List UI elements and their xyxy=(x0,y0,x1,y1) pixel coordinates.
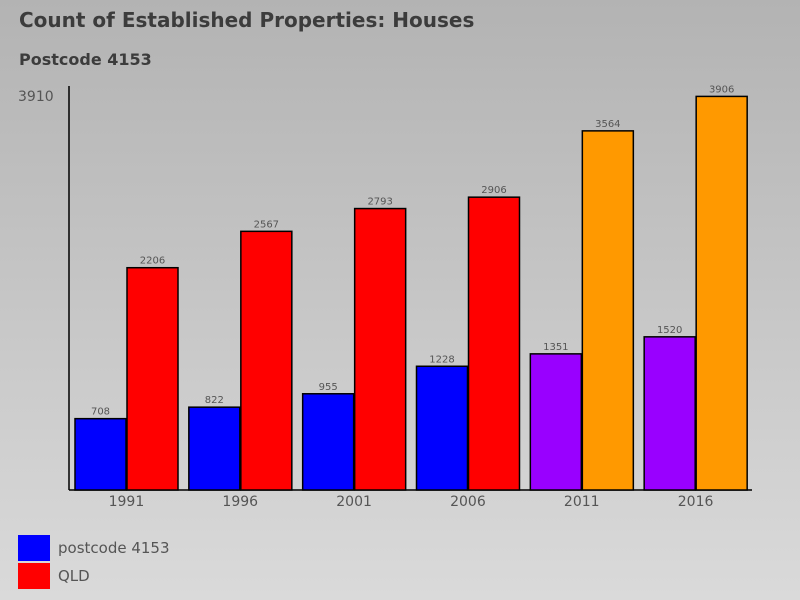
data-label: 955 xyxy=(319,382,338,393)
chart-subtitle: Postcode 4153 xyxy=(19,50,152,69)
legend-label-postcode: postcode 4153 xyxy=(58,539,170,557)
legend-item-postcode: postcode 4153 xyxy=(18,534,170,562)
chart-title: Count of Established Properties: Houses xyxy=(19,8,475,32)
data-label: 2793 xyxy=(367,197,392,208)
data-label: 1351 xyxy=(543,342,568,353)
x-tick-label: 1996 xyxy=(222,494,258,510)
bar-postcode-1991 xyxy=(74,417,127,491)
bar-postcode-1996 xyxy=(188,406,241,491)
legend-item-qld: QLD xyxy=(18,562,170,590)
x-tick-label: 1991 xyxy=(109,494,145,510)
data-label: 1520 xyxy=(657,325,682,336)
data-label: 1228 xyxy=(429,354,454,365)
legend-swatch-qld xyxy=(18,563,50,589)
x-tick-label: 2006 xyxy=(450,494,486,510)
data-label: 3906 xyxy=(709,84,734,95)
legend-label-qld: QLD xyxy=(58,567,90,585)
bar-postcode-2016 xyxy=(643,336,696,491)
legend: postcode 4153 QLD xyxy=(18,534,170,590)
x-tick-label: 2016 xyxy=(678,494,714,510)
x-tick-label: 2001 xyxy=(336,494,372,510)
bar-postcode-2001 xyxy=(301,393,355,491)
y-tick-label: 3910 xyxy=(18,89,54,105)
data-label: 3564 xyxy=(595,119,620,130)
bar-qld-1991 xyxy=(126,266,179,491)
bar-qld-1996 xyxy=(240,230,293,491)
data-label: 822 xyxy=(205,395,224,406)
data-label: 2206 xyxy=(140,256,165,267)
bar-qld-2016 xyxy=(695,95,748,491)
data-label: 708 xyxy=(91,407,110,418)
legend-swatch-postcode xyxy=(18,535,50,561)
bar-qld-2006 xyxy=(467,196,521,491)
data-label: 2906 xyxy=(481,185,506,196)
x-tick-label: 2011 xyxy=(564,494,600,510)
bar-postcode-2006 xyxy=(415,365,469,491)
bar-qld-2011 xyxy=(581,130,635,491)
bar-qld-2001 xyxy=(353,207,407,491)
bar-postcode-2011 xyxy=(529,353,583,491)
data-label: 2567 xyxy=(254,219,279,230)
